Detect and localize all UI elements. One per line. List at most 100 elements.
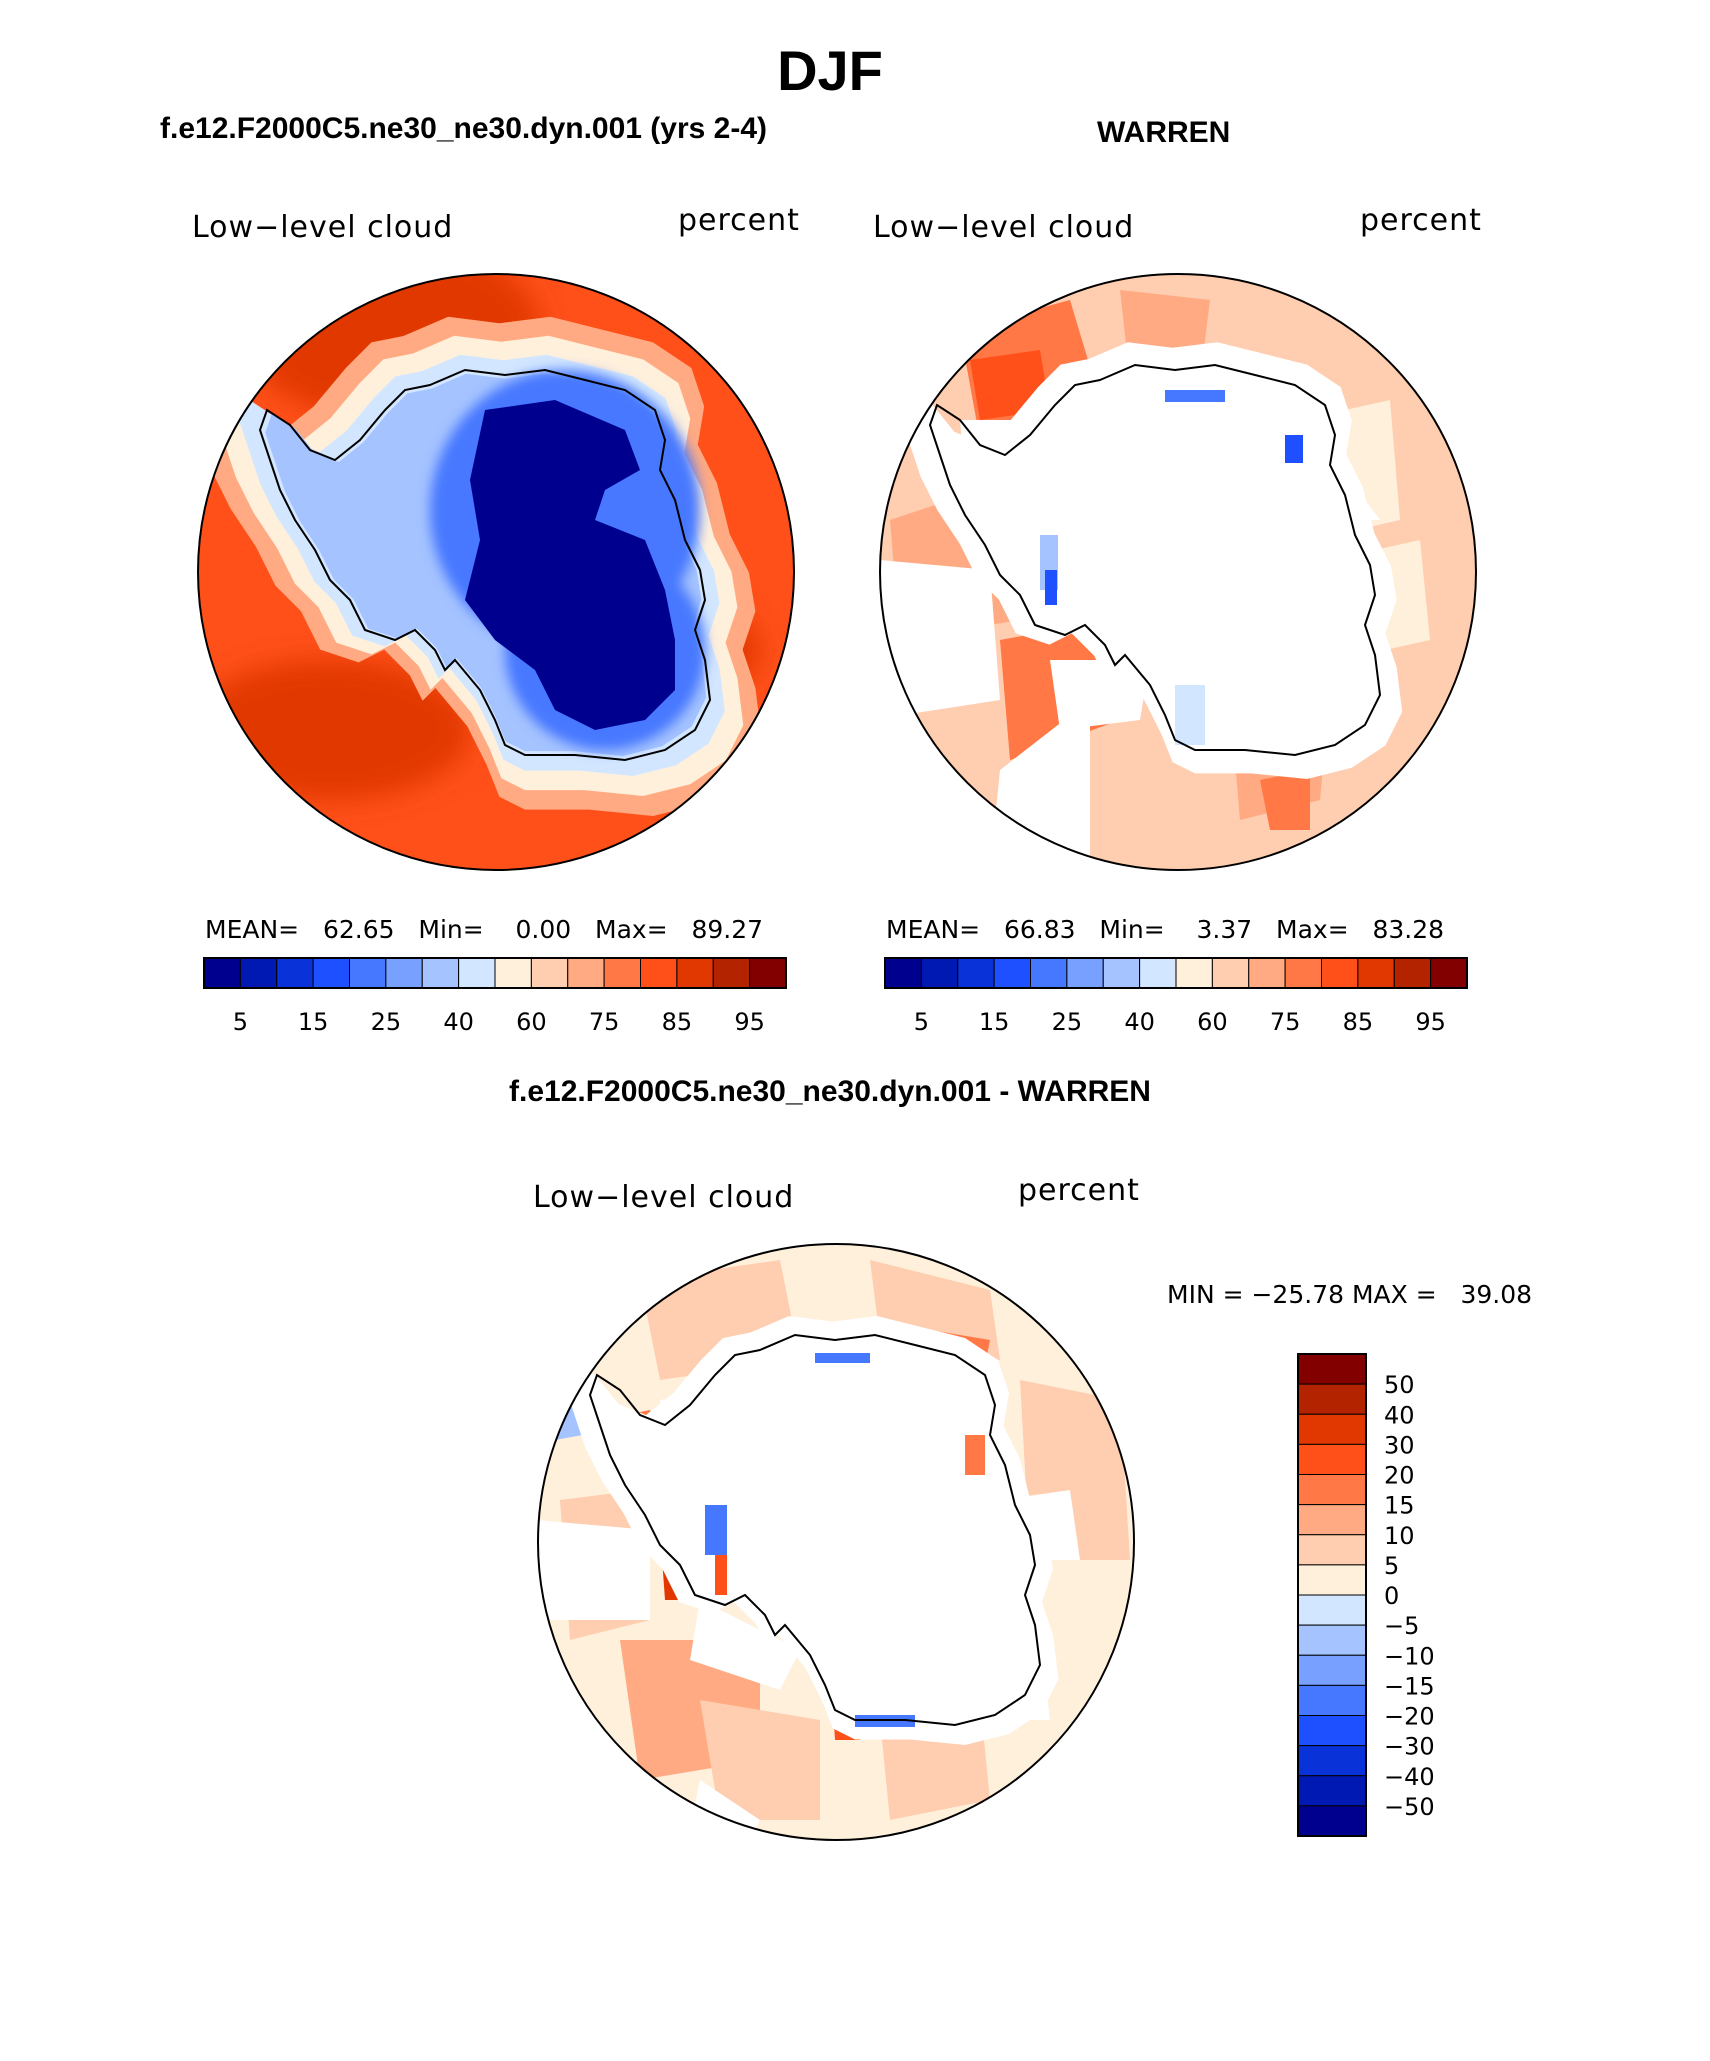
diff-colorbar-tick-label: 50 <box>1384 1371 1415 1399</box>
obs-colorbar-swatch <box>1211 957 1250 989</box>
obs-colorbar: 5 15 25 40 60 75 85 95 <box>884 957 1468 1036</box>
diff-colorbar-tick-label: 40 <box>1384 1401 1415 1429</box>
model-min-label: Min= <box>418 915 484 944</box>
obs-colorbar-tick-label: 85 <box>1343 1008 1374 1036</box>
obs-mean-value: 66.83 <box>1003 915 1076 944</box>
model-map-border <box>197 273 795 871</box>
diff-colorbar-swatch <box>1297 1534 1367 1566</box>
diff-colorbar-tick-label: −10 <box>1384 1642 1435 1670</box>
model-colorbar-tick-label: 15 <box>298 1008 329 1036</box>
model-variable-label: Low−level cloud <box>192 210 454 245</box>
obs-colorbar-swatch <box>1284 957 1322 989</box>
diff-map-border <box>537 1243 1135 1841</box>
model-stats: MEAN= 62.65 Min= 0.00 Max= 89.27 <box>205 915 763 944</box>
obs-map <box>879 273 1477 871</box>
diff-variable-label: Low−level cloud <box>533 1180 795 1215</box>
obs-colorbar-swatch <box>1357 957 1395 989</box>
model-colorbar-swatch <box>349 957 387 989</box>
diff-colorbar-swatch <box>1297 1353 1367 1385</box>
obs-max-value: 83.28 <box>1372 915 1445 944</box>
obs-colorbar-frame <box>884 957 1468 989</box>
obs-colorbar-tick-label: 15 <box>979 1008 1010 1036</box>
diff-colorbar-tick-label: −30 <box>1384 1733 1435 1761</box>
obs-colorbar-tick-label: 75 <box>1270 1008 1301 1036</box>
model-colorbar-swatch <box>567 957 605 989</box>
model-colorbar-tick-label: 25 <box>371 1008 402 1036</box>
model-colorbar-swatch <box>458 957 496 989</box>
obs-colorbar-tick-label: 95 <box>1415 1008 1446 1036</box>
model-mean-label: MEAN= <box>205 915 300 944</box>
model-colorbar-tick-label: 5 <box>233 1008 248 1036</box>
model-colorbar-swatch <box>421 957 460 989</box>
diff-colorbar-swatch <box>1297 1594 1367 1626</box>
model-colorbar-swatch <box>530 957 569 989</box>
diff-colorbar-swatch <box>1297 1745 1367 1777</box>
obs-colorbar-swatch <box>1175 957 1213 989</box>
obs-colorbar-swatch <box>920 957 959 989</box>
diff-colorbar-swatch <box>1297 1413 1367 1445</box>
obs-max-label: Max= <box>1276 915 1349 944</box>
model-colorbar-swatch <box>276 957 314 989</box>
model-colorbar-tick-label: 75 <box>589 1008 620 1036</box>
obs-colorbar-swatch <box>1248 957 1286 989</box>
obs-colorbar-swatch <box>993 957 1031 989</box>
diff-colorbar-swatch <box>1297 1624 1367 1656</box>
model-min-value: 0.00 <box>515 915 572 944</box>
obs-colorbar-swatch <box>1066 957 1104 989</box>
diff-colorbar-swatch <box>1297 1383 1367 1415</box>
model-max-value: 89.27 <box>691 915 764 944</box>
obs-colorbar-swatch <box>884 957 922 989</box>
obs-mean-label: MEAN= <box>886 915 981 944</box>
diff-colorbar-swatch <box>1297 1564 1367 1596</box>
diff-colorbar-tick-label: −15 <box>1384 1672 1435 1700</box>
model-colorbar-tick-label: 85 <box>662 1008 693 1036</box>
obs-colorbar-tick-label: 40 <box>1124 1008 1155 1036</box>
model-mean-value: 62.65 <box>322 915 395 944</box>
diff-panel-title: f.e12.F2000C5.ne30_ne30.dyn.001 - WARREN <box>509 1075 1151 1108</box>
obs-colorbar-swatch <box>1430 957 1468 989</box>
obs-colorbar-tick-label: 5 <box>914 1008 929 1036</box>
diff-units-label: percent <box>1018 1173 1140 1208</box>
model-colorbar-swatch <box>749 957 787 989</box>
obs-colorbar-tick-label: 25 <box>1052 1008 1083 1036</box>
model-map <box>197 273 795 871</box>
model-colorbar-swatch <box>676 957 714 989</box>
diff-colorbar-tick-label: 20 <box>1384 1462 1415 1490</box>
model-colorbar-swatch <box>603 957 641 989</box>
model-colorbar-swatch <box>312 957 350 989</box>
obs-units-label: percent <box>1360 203 1482 238</box>
diff-colorbar-swatch <box>1297 1775 1367 1807</box>
model-colorbar-tick-label: 60 <box>516 1008 547 1036</box>
diff-colorbar-tick-label: 5 <box>1384 1552 1399 1580</box>
model-colorbar-swatch <box>385 957 423 989</box>
model-colorbar-swatch <box>494 957 532 989</box>
model-colorbar: 5 15 25 40 60 75 85 95 <box>203 957 787 1036</box>
obs-colorbar-swatch <box>1030 957 1068 989</box>
diff-map <box>537 1243 1135 1841</box>
model-colorbar-swatch <box>640 957 678 989</box>
diff-colorbar-tick-label: −20 <box>1384 1703 1435 1731</box>
obs-colorbar-tick-label: 60 <box>1197 1008 1228 1036</box>
diff-colorbar-tick-label: 15 <box>1384 1492 1415 1520</box>
obs-colorbar-swatch <box>1102 957 1141 989</box>
diff-colorbar-swatch <box>1297 1715 1367 1747</box>
obs-min-value: 3.37 <box>1196 915 1253 944</box>
obs-colorbar-swatch <box>1139 957 1177 989</box>
obs-min-label: Min= <box>1099 915 1165 944</box>
obs-colorbar-swatch <box>1321 957 1359 989</box>
obs-stats: MEAN= 66.83 Min= 3.37 Max= 83.28 <box>886 915 1444 944</box>
diff-colorbar-tick-label: 30 <box>1384 1431 1415 1459</box>
diff-colorbar-frame <box>1297 1353 1367 1837</box>
diff-colorbar-tick-label: −50 <box>1384 1793 1435 1821</box>
model-colorbar-tick-label: 95 <box>734 1008 765 1036</box>
diff-colorbar-tick-label: 10 <box>1384 1522 1415 1550</box>
obs-polar-field <box>898 342 1403 779</box>
diff-colorbar-swatch <box>1297 1684 1367 1716</box>
diff-colorbar-swatch <box>1297 1654 1367 1686</box>
model-colorbar-swatch <box>712 957 751 989</box>
model-colorbar-swatch <box>203 957 241 989</box>
model-units-label: percent <box>678 203 800 238</box>
obs-colorbar-swatch <box>957 957 995 989</box>
